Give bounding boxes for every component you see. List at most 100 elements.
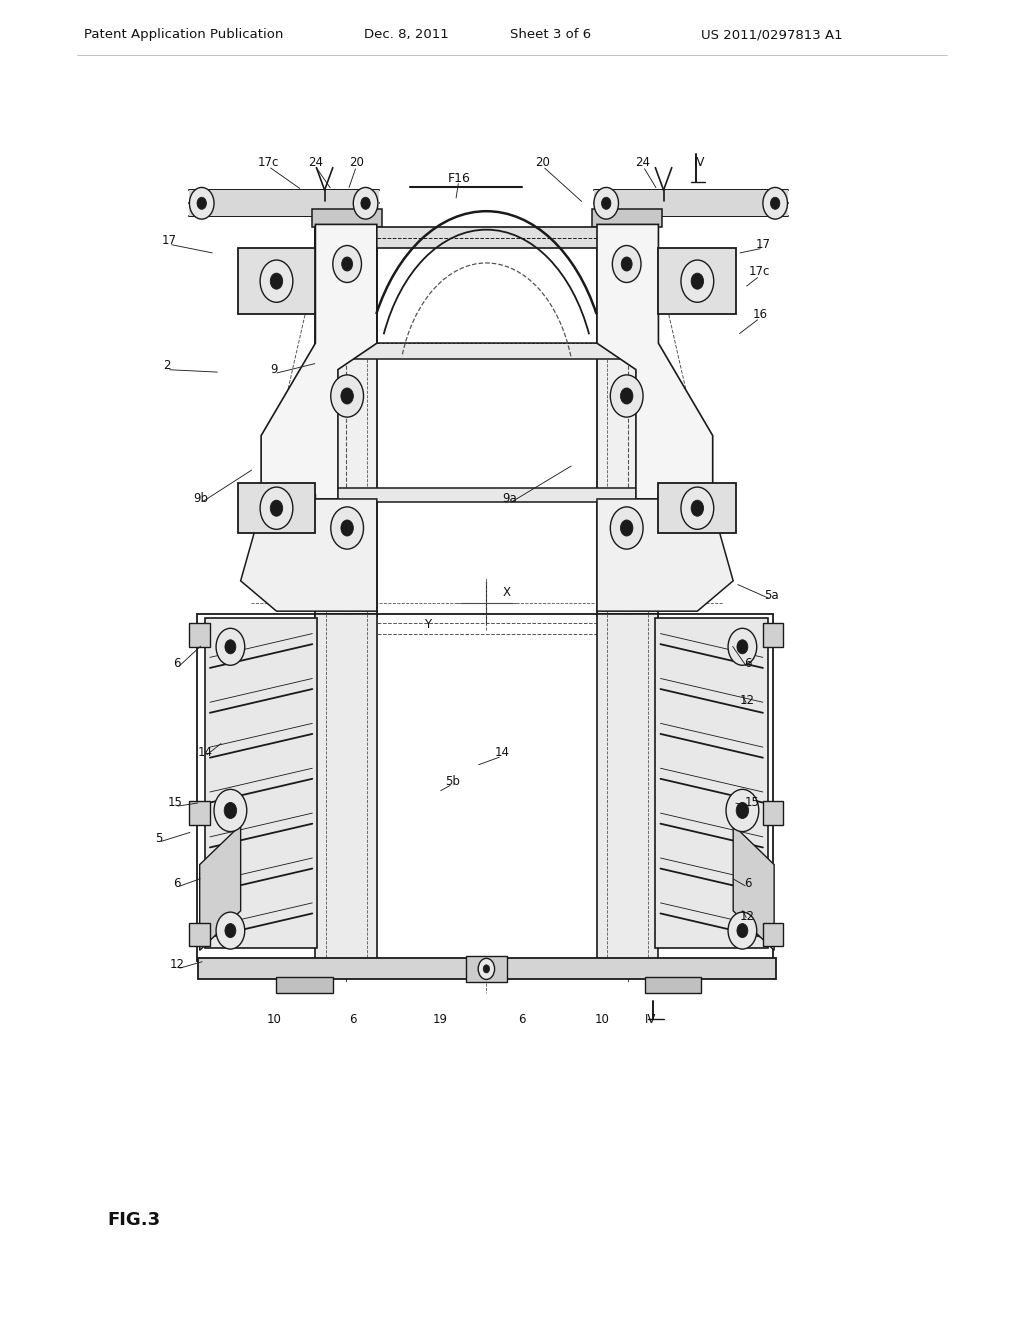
Text: 5a: 5a [764, 589, 778, 602]
Bar [763, 801, 783, 825]
Text: 5: 5 [155, 832, 163, 845]
Polygon shape [241, 499, 377, 611]
Circle shape [214, 789, 247, 832]
Circle shape [737, 640, 748, 653]
Bar [594, 190, 788, 216]
Bar [658, 248, 736, 314]
Bar [189, 623, 210, 647]
Polygon shape [597, 499, 733, 611]
Bar [238, 248, 315, 314]
Text: 17c: 17c [258, 156, 279, 169]
Circle shape [216, 912, 245, 949]
Circle shape [763, 187, 787, 219]
Circle shape [360, 197, 371, 210]
Text: Patent Application Publication: Patent Application Publication [84, 29, 284, 41]
Text: IV: IV [644, 1012, 656, 1026]
Bar [189, 923, 210, 946]
Text: 17: 17 [162, 234, 176, 247]
Circle shape [224, 803, 237, 818]
Bar [189, 801, 210, 825]
Text: 5b: 5b [445, 775, 460, 788]
Text: 24: 24 [308, 156, 323, 169]
Text: 9a: 9a [503, 492, 517, 506]
Bar [658, 483, 736, 533]
Text: 6: 6 [173, 876, 181, 890]
Text: Y: Y [425, 618, 431, 631]
Circle shape [270, 273, 283, 289]
Circle shape [189, 187, 214, 219]
Text: FIG.3: FIG.3 [108, 1210, 161, 1229]
Bar [276, 977, 333, 993]
Bar [315, 218, 377, 616]
Text: 9b: 9b [194, 492, 208, 506]
Text: F16: F16 [447, 172, 470, 185]
Text: 9: 9 [270, 363, 279, 376]
Text: 17c: 17c [750, 265, 770, 279]
Text: 12: 12 [170, 958, 184, 972]
Polygon shape [261, 224, 377, 508]
Bar [315, 227, 658, 248]
Circle shape [736, 803, 749, 818]
Text: 12: 12 [740, 694, 755, 708]
Bar [198, 958, 776, 979]
Text: 6: 6 [743, 657, 752, 671]
Text: 16: 16 [753, 308, 767, 321]
Circle shape [681, 487, 714, 529]
Text: 20: 20 [536, 156, 550, 169]
Text: 14: 14 [198, 746, 212, 759]
Circle shape [621, 388, 633, 404]
Circle shape [601, 197, 611, 210]
Circle shape [225, 640, 236, 653]
Bar [238, 483, 315, 533]
Bar [592, 209, 662, 227]
Circle shape [270, 500, 283, 516]
Circle shape [342, 257, 352, 271]
Text: 15: 15 [744, 796, 759, 809]
Circle shape [622, 257, 632, 271]
Bar [645, 977, 701, 993]
Circle shape [610, 375, 643, 417]
Circle shape [341, 388, 353, 404]
Circle shape [331, 507, 364, 549]
Bar [597, 614, 658, 961]
Polygon shape [733, 825, 774, 950]
Circle shape [478, 958, 495, 979]
Text: US 2011/0297813 A1: US 2011/0297813 A1 [701, 29, 843, 41]
Circle shape [610, 507, 643, 549]
Bar [312, 209, 382, 227]
Circle shape [353, 187, 378, 219]
Bar [315, 343, 658, 359]
Text: 24: 24 [636, 156, 650, 169]
Bar [189, 190, 379, 216]
Text: 10: 10 [267, 1012, 282, 1026]
Text: 14: 14 [495, 746, 509, 759]
Bar [315, 488, 658, 502]
Circle shape [691, 500, 703, 516]
Text: 6: 6 [349, 1012, 357, 1026]
Circle shape [681, 260, 714, 302]
Bar [205, 618, 317, 948]
Circle shape [737, 924, 748, 937]
Text: 20: 20 [349, 156, 364, 169]
Text: X: X [503, 586, 511, 599]
Circle shape [483, 965, 489, 973]
Text: Dec. 8, 2011: Dec. 8, 2011 [364, 29, 449, 41]
Bar [763, 623, 783, 647]
Circle shape [621, 520, 633, 536]
Circle shape [728, 912, 757, 949]
Bar [655, 618, 768, 948]
Circle shape [770, 197, 780, 210]
Text: 17: 17 [756, 238, 770, 251]
Circle shape [341, 520, 353, 536]
Circle shape [225, 924, 236, 937]
Circle shape [691, 273, 703, 289]
Circle shape [333, 246, 361, 282]
Bar [763, 923, 783, 946]
Circle shape [612, 246, 641, 282]
Text: IV: IV [693, 156, 706, 169]
Circle shape [726, 789, 759, 832]
Circle shape [260, 260, 293, 302]
Text: 6: 6 [518, 1012, 526, 1026]
Bar [315, 614, 377, 961]
Circle shape [594, 187, 618, 219]
